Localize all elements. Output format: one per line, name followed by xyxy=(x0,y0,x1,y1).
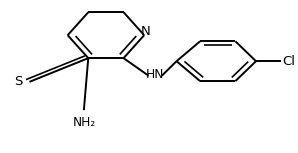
Text: S: S xyxy=(15,75,23,88)
Text: Cl: Cl xyxy=(283,55,296,68)
Text: NH₂: NH₂ xyxy=(72,116,95,129)
Text: HN: HN xyxy=(145,68,164,81)
Text: N: N xyxy=(141,25,150,38)
